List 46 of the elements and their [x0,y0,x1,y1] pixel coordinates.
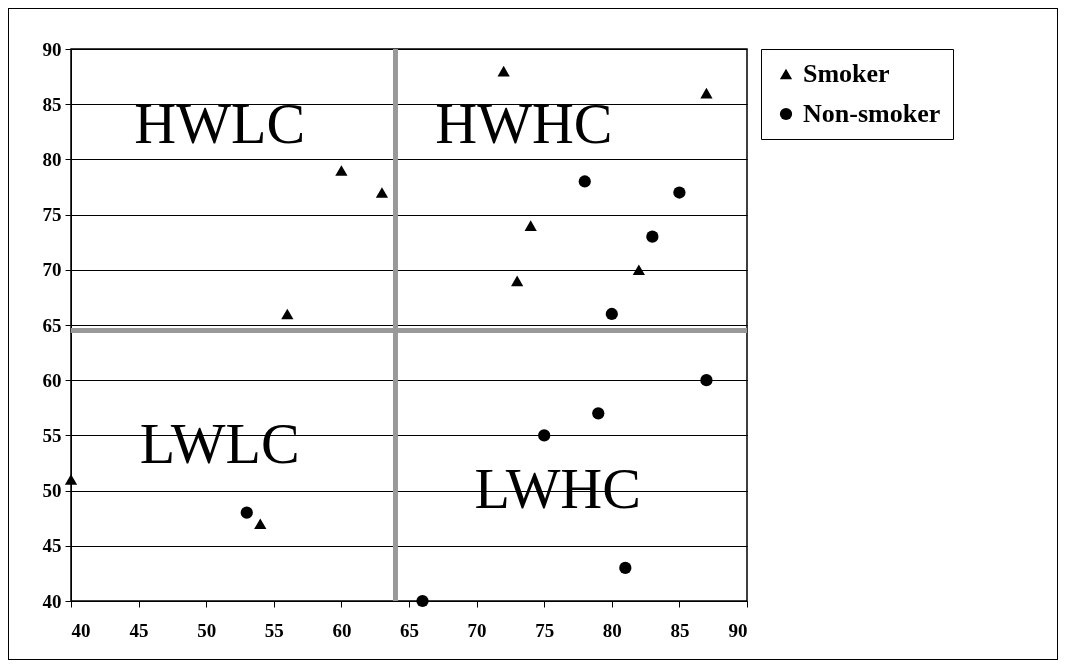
x-tick-label: 90 [728,619,748,641]
annotation: HWHC [435,91,613,157]
point [632,264,645,276]
y-tick-label: 45 [42,535,62,557]
point [538,429,551,442]
point [511,275,524,287]
point [254,518,267,530]
x-tick-label: 85 [670,619,690,641]
point [497,65,510,77]
point [605,307,618,321]
point [335,165,348,176]
x-tick-label: 70 [467,619,487,641]
annotation: HWLC [134,91,306,157]
point [524,220,537,231]
y-tick-label: 80 [42,148,62,170]
point [375,187,389,198]
y-tick-label: 50 [42,480,62,502]
x-tick-label: 60 [332,619,352,641]
x-tick-label: 50 [197,619,217,641]
y-tick-label: 65 [42,314,62,336]
y-tick-label: 85 [42,93,62,115]
y-tick-label: 55 [42,424,62,446]
point [592,407,605,420]
point [64,474,78,485]
point [578,175,591,188]
y-tick-label: 60 [42,369,62,391]
point [416,594,429,608]
x-tick-label: 80 [602,619,622,641]
y-tick-label: 70 [42,259,62,281]
point [700,87,713,99]
point [700,374,713,387]
legend-label: Smoker [803,59,890,88]
x-tick-label: 45 [129,619,149,641]
x-tick-label: 75 [535,619,555,641]
y-tick-label: 90 [42,38,62,60]
x-tick-label: 65 [400,619,419,641]
point [619,561,632,574]
y-tick-label: 75 [42,204,62,226]
point [240,506,253,519]
point [673,186,686,199]
x-tick-label: 55 [264,619,284,641]
legend-label: Non-smoker [803,99,941,128]
point [281,308,294,320]
y-tick-label: 40 [42,590,62,612]
x-tick-label: 40 [71,619,91,641]
point [646,230,659,243]
